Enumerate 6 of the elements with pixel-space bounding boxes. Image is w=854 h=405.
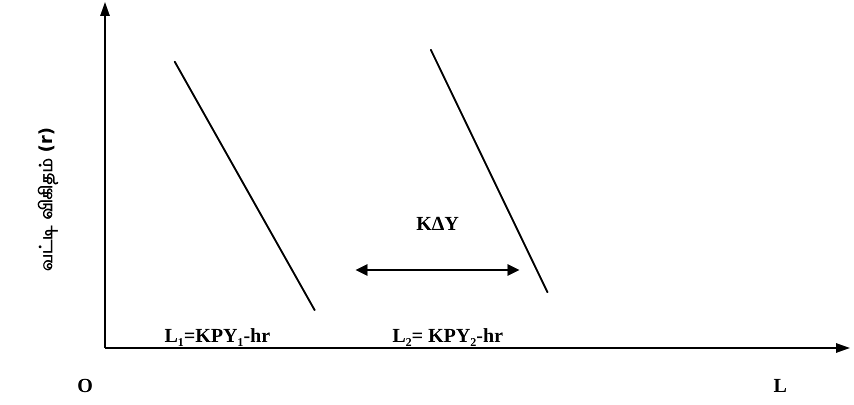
text: L₁=KPY₁-hr: [164, 325, 270, 347]
annotation: KΔY: [416, 213, 460, 235]
x-axis-title: L: [773, 375, 787, 397]
text: O: [77, 375, 93, 397]
y-axis-title: வட்டி விகிதம் (r): [36, 127, 59, 271]
text: L₂= KPY₂-hr: [392, 325, 504, 347]
